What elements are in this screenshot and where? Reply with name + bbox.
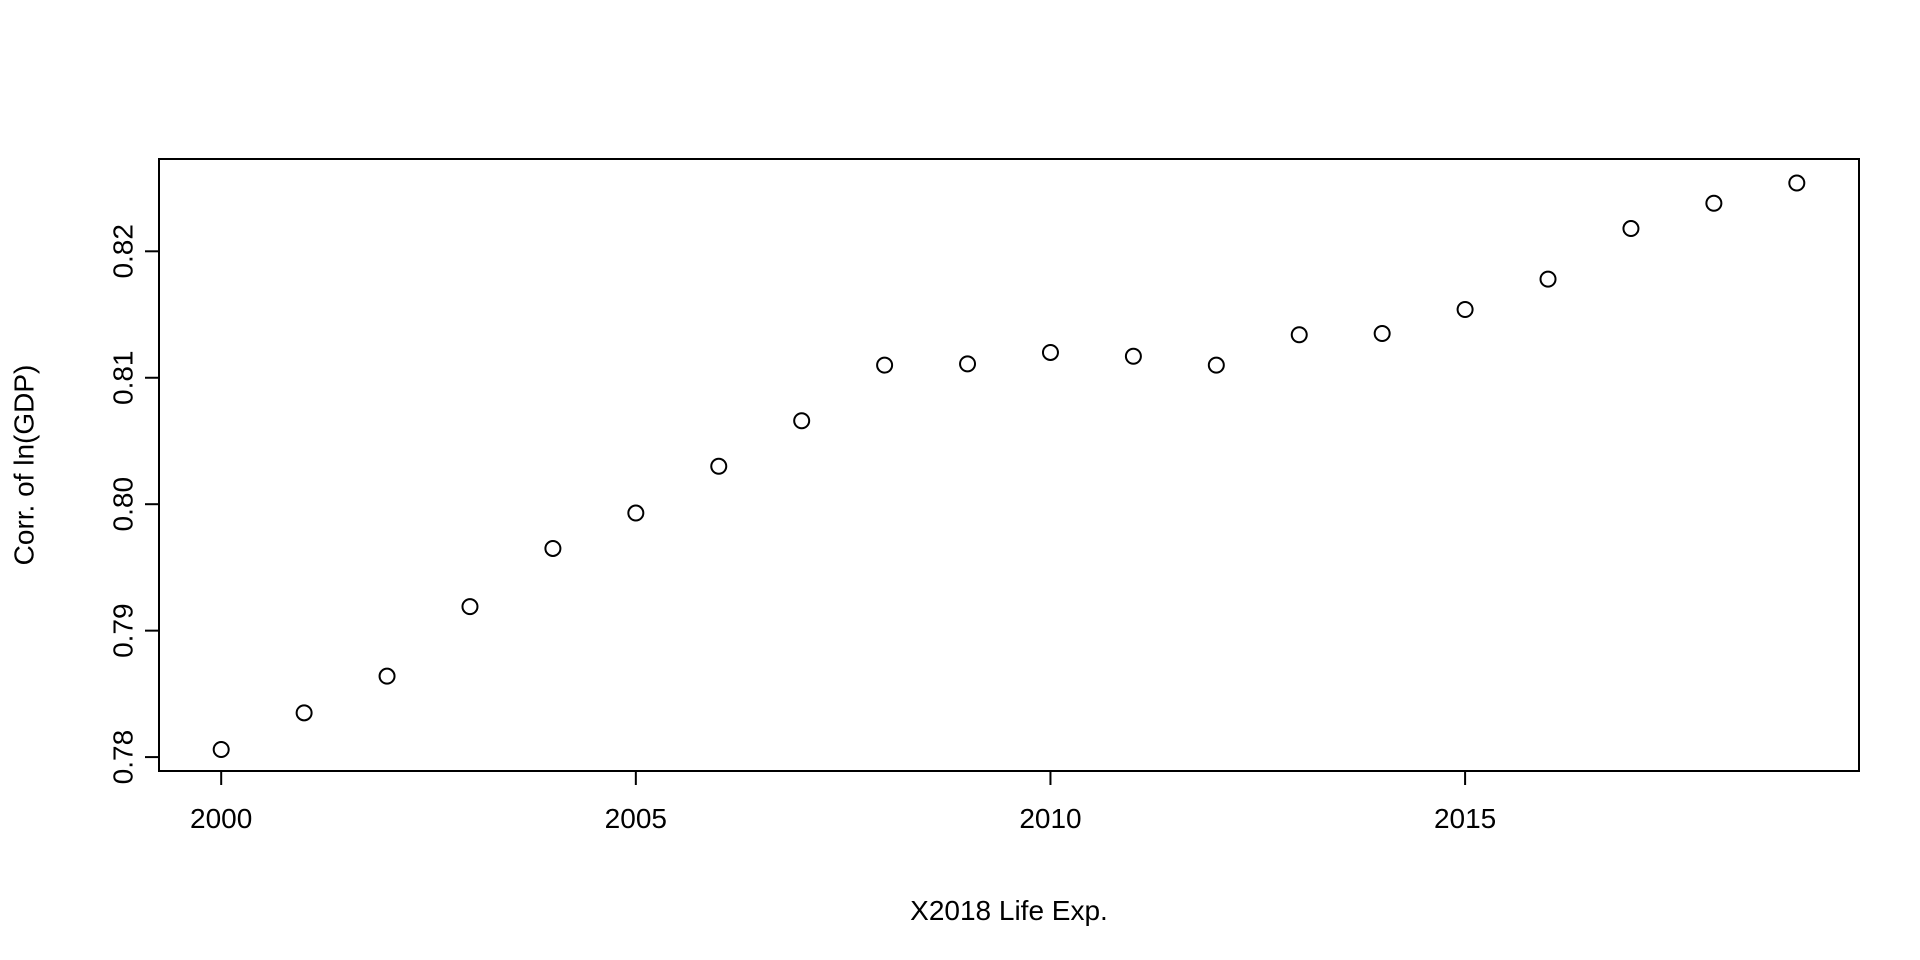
data-point (544, 539, 562, 557)
y-axis-label: Corr. of ln(GDP) (9, 365, 40, 566)
data-point (1124, 347, 1142, 365)
y-tick-label: 0.82 (108, 224, 139, 279)
data-point (1705, 194, 1723, 212)
x-tick-label: 2015 (1434, 803, 1496, 834)
data-point (959, 355, 977, 373)
data-point (295, 704, 313, 722)
data-point (1041, 343, 1059, 361)
data-point (1622, 220, 1640, 238)
x-axis: 2000 2005 2010 2015 (190, 770, 1496, 834)
data-point (1539, 270, 1557, 288)
y-tick-label: 0.79 (108, 603, 139, 658)
y-tick-label: 0.81 (108, 351, 139, 406)
data-point (876, 356, 894, 374)
data-point (1456, 300, 1474, 318)
x-axis-label: X2018 Life Exp. (910, 895, 1108, 926)
y-axis: 0.78 0.79 0.80 0.81 0.82 (108, 224, 160, 784)
plot-frame (158, 158, 1860, 772)
data-point (793, 412, 811, 430)
data-point (212, 741, 230, 759)
x-tick-label: 2010 (1019, 803, 1081, 834)
data-point (378, 667, 396, 685)
y-tick-label: 0.78 (108, 730, 139, 785)
data-point (461, 598, 479, 616)
x-tick-label: 2005 (605, 803, 667, 834)
data-point (1373, 324, 1391, 342)
x-tick-label: 2000 (190, 803, 252, 834)
data-point (1290, 326, 1308, 344)
data-point (710, 457, 728, 475)
data-points (212, 174, 1806, 759)
y-tick-label: 0.80 (108, 477, 139, 532)
data-point (1788, 174, 1806, 192)
data-point (1207, 356, 1225, 374)
data-point (627, 504, 645, 522)
